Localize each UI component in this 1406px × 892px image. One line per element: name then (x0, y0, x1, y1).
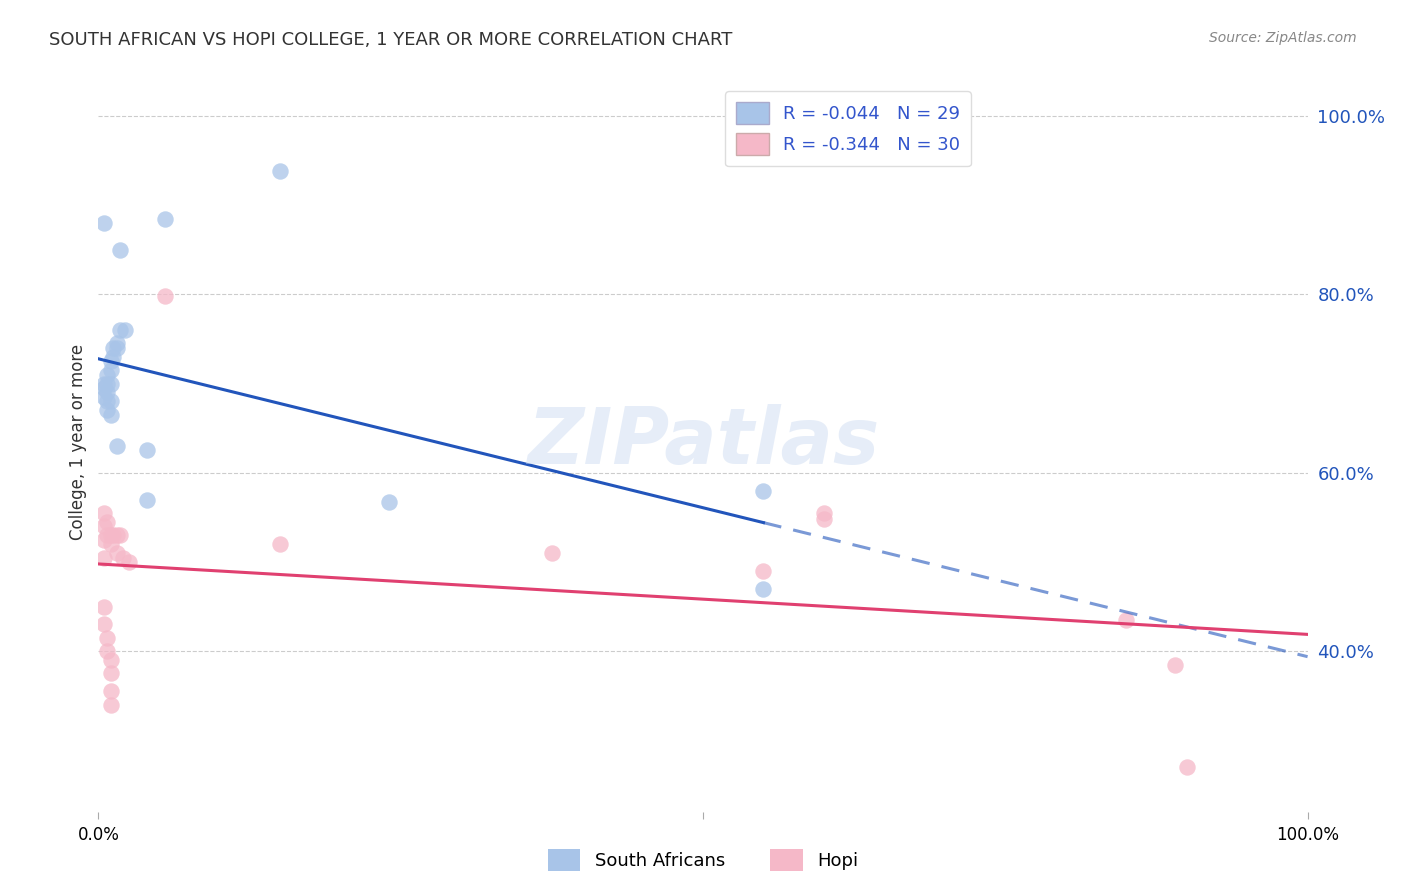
Point (153, 211, 176, 226)
Point (96, 385, 118, 400)
Point (93, 550, 115, 565)
Point (813, 506, 835, 520)
Text: SOUTH AFRICAN VS HOPI COLLEGE, 1 YEAR OR MORE CORRELATION CHART: SOUTH AFRICAN VS HOPI COLLEGE, 1 YEAR OR… (49, 31, 733, 49)
Point (111, 550, 134, 565)
Point (93, 381, 115, 395)
Point (93, 599, 115, 614)
Point (96, 515, 118, 529)
Point (269, 164, 291, 178)
Point (93, 216, 115, 230)
Point (1115, 613, 1137, 627)
Point (752, 483, 775, 498)
Point (105, 546, 128, 560)
Point (93, 390, 115, 404)
Point (105, 336, 128, 351)
Point (752, 564, 775, 578)
Point (100, 408, 122, 422)
Point (108, 528, 131, 542)
Point (100, 363, 122, 377)
Point (96, 368, 118, 382)
Point (108, 323, 131, 337)
Point (93, 533, 115, 547)
Point (96, 403, 118, 417)
Point (135, 443, 157, 458)
Point (93, 376, 115, 391)
Point (100, 376, 122, 391)
Text: ZIPatlas: ZIPatlas (527, 403, 879, 480)
Point (118, 555, 141, 569)
Point (105, 439, 128, 453)
Point (93, 506, 115, 520)
Point (100, 394, 122, 409)
Y-axis label: College, 1 year or more: College, 1 year or more (69, 343, 87, 540)
Point (100, 698, 122, 712)
Point (101, 341, 124, 355)
Point (100, 537, 122, 551)
Point (100, 684, 122, 698)
Point (135, 492, 157, 507)
Point (100, 653, 122, 667)
Point (1163, 657, 1185, 672)
Point (269, 537, 291, 551)
Point (96, 394, 118, 409)
Point (100, 666, 122, 681)
Point (101, 350, 124, 364)
Text: Source: ZipAtlas.com: Source: ZipAtlas.com (1209, 31, 1357, 45)
Point (105, 341, 128, 355)
Point (96, 644, 118, 658)
Point (114, 323, 136, 337)
Point (96, 631, 118, 645)
Point (100, 528, 122, 542)
Point (101, 528, 124, 542)
Legend: South Africans, Hopi: South Africans, Hopi (540, 842, 866, 879)
Point (96, 528, 118, 542)
Point (752, 582, 775, 596)
Point (96, 376, 118, 391)
Point (100, 354, 122, 368)
Point (540, 546, 562, 560)
Point (813, 512, 835, 526)
Legend: R = -0.044   N = 29, R = -0.344   N = 30: R = -0.044 N = 29, R = -0.344 N = 30 (725, 92, 972, 166)
Point (93, 519, 115, 533)
Point (93, 617, 115, 632)
Point (108, 243, 131, 257)
Point (153, 289, 176, 303)
Point (377, 495, 399, 509)
Point (105, 528, 128, 542)
Point (1175, 760, 1198, 774)
